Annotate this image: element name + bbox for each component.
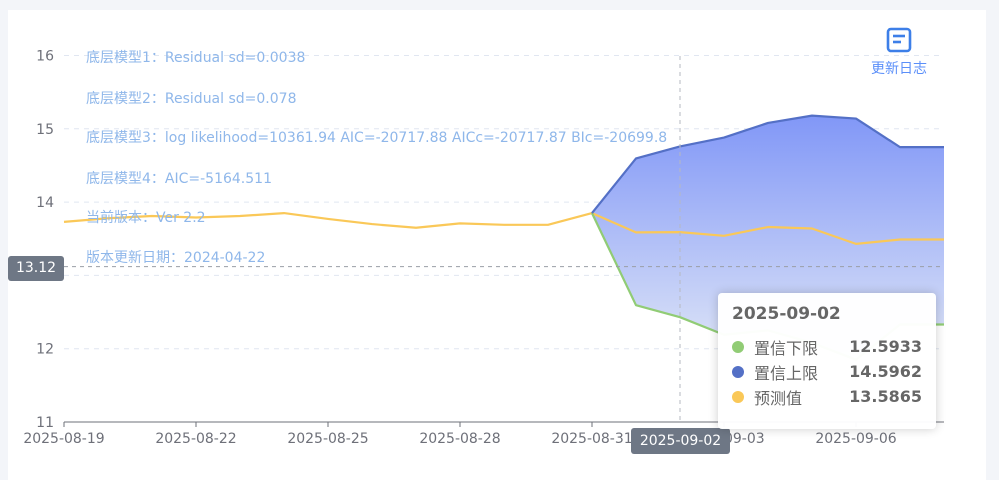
series-marker-icon (732, 365, 744, 378)
x-axis-pointer-label: 2025-09-02 (631, 428, 730, 454)
tooltip-row-forecast: 预测值 13.5865 (732, 384, 922, 409)
tooltip-series-value: 14.5962 (849, 362, 922, 381)
x-tick-label: 2025-08-28 (419, 431, 500, 447)
tooltip-series-name: 置信下限 (754, 338, 819, 358)
model-info-line: 底层模型2：Residual sd=0.078 (86, 91, 297, 107)
y-tick-label: 12 (36, 342, 54, 358)
tooltip-series-value: 13.5865 (849, 387, 922, 406)
y-tick-label: 15 (36, 122, 54, 138)
model-info-line: 版本更新日期：2024-04-22 (86, 250, 266, 266)
tooltip-series-value: 12.5933 (849, 337, 922, 356)
tooltip: 2025-09-02 置信下限 12.5933 置信上限 14.5962 预测值… (718, 293, 936, 429)
model-info-line: 底层模型4：AIC=-5164.511 (86, 171, 272, 187)
series-line (63, 211, 944, 245)
y-axis-pointer-label: 13.12 (8, 256, 64, 281)
changelog-button[interactable]: 更新日志 (866, 27, 932, 78)
tooltip-row-lower: 置信下限 12.5933 (732, 334, 922, 359)
x-tick-label: 2025-09-06 (815, 431, 896, 447)
series-line (591, 114, 944, 214)
x-tick-label: 2025-08-25 (287, 431, 368, 447)
series-marker-icon (732, 390, 744, 403)
tooltip-row-upper: 置信上限 14.5962 (732, 359, 922, 384)
crosshair (64, 56, 944, 422)
model-info-line: 底层模型3：log likelihood=10361.94 AIC=-20717… (86, 130, 668, 146)
y-tick-label: 16 (36, 49, 54, 65)
y-tick-label: 11 (36, 415, 54, 431)
document-icon (886, 27, 912, 53)
tooltip-series-name: 置信上限 (754, 363, 819, 383)
tooltip-series-name: 预测值 (754, 388, 803, 408)
x-tick-label: 2025-08-22 (155, 431, 236, 447)
x-tick-label: 2025-08-19 (23, 431, 104, 447)
model-info-line: 底层模型1：Residual sd=0.0038 (86, 50, 306, 66)
x-tick-label: 2025-08-31 (551, 431, 632, 447)
y-tick-label: 14 (36, 195, 54, 211)
series-marker-icon (732, 340, 744, 353)
tooltip-title: 2025-09-02 (732, 304, 841, 324)
changelog-label: 更新日志 (871, 61, 927, 77)
model-info-line: 当前版本：Ver 2.2 (86, 210, 206, 226)
